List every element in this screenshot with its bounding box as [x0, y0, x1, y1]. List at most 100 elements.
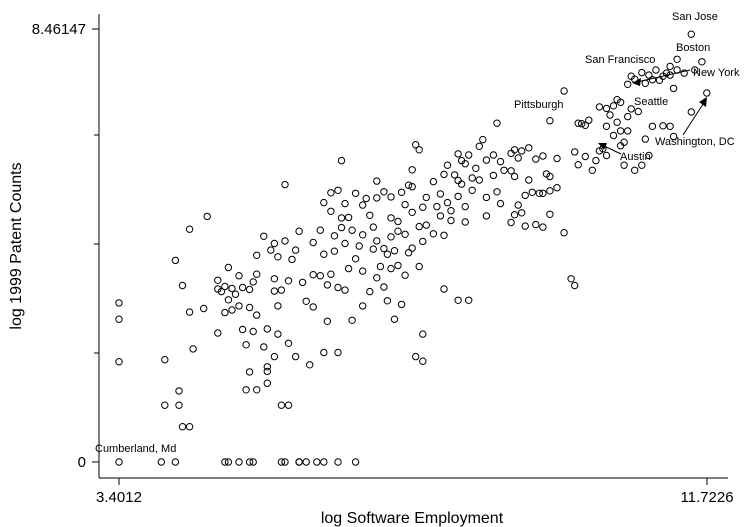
data-point	[616, 142, 625, 150]
data-point	[404, 249, 413, 257]
data-point	[298, 278, 307, 287]
annotation-pittsburgh: Pittsburgh	[514, 99, 564, 111]
x-axis-title: log Software Employment	[321, 510, 504, 527]
data-point	[373, 274, 381, 282]
data-point	[493, 119, 501, 127]
data-point	[415, 222, 423, 231]
data-point	[253, 386, 261, 394]
data-point	[369, 245, 377, 253]
data-point	[115, 299, 123, 307]
data-point	[560, 229, 568, 237]
annotations: San Jose Boston San Francisco New York S…	[95, 11, 740, 455]
data-point	[253, 311, 261, 319]
data-point	[263, 379, 271, 387]
data-point	[415, 262, 423, 271]
data-point	[284, 339, 293, 347]
data-point	[334, 348, 342, 357]
annotation-cumberland: Cumberland, Md	[95, 443, 176, 455]
data-point	[468, 174, 476, 182]
data-point	[404, 181, 413, 189]
data-point	[115, 358, 123, 366]
data-point	[415, 146, 423, 154]
data-point	[648, 76, 657, 84]
data-point	[320, 198, 328, 207]
data-point	[613, 118, 621, 126]
data-point	[620, 161, 628, 169]
data-point	[281, 458, 289, 466]
data-point	[602, 122, 611, 131]
data-point	[687, 108, 695, 116]
data-point	[245, 285, 254, 294]
annotation-boston: Boston	[676, 42, 710, 54]
data-point	[394, 227, 402, 235]
data-point	[291, 246, 300, 254]
data-point	[560, 87, 568, 95]
data-point	[115, 315, 123, 323]
data-point	[341, 239, 349, 248]
data-point	[475, 142, 483, 151]
data-point	[238, 283, 247, 292]
data-point	[574, 119, 582, 127]
data-point	[245, 458, 254, 466]
data-point	[253, 251, 261, 260]
data-point	[401, 200, 409, 209]
data-point	[627, 105, 635, 113]
data-point	[359, 267, 367, 275]
data-point	[401, 230, 409, 239]
data-point	[645, 151, 653, 160]
data-point	[295, 227, 303, 235]
data-point	[330, 232, 339, 240]
arrow-austin-head	[598, 143, 607, 150]
data-point	[253, 270, 261, 278]
data-point	[546, 117, 554, 125]
data-point	[351, 255, 360, 263]
annotation-washington-dc: Washington, DC	[655, 136, 735, 148]
data-point	[175, 401, 183, 409]
data-points	[115, 30, 711, 466]
data-point	[581, 152, 589, 161]
data-point	[433, 202, 441, 211]
data-point	[327, 270, 335, 278]
data-point	[380, 244, 388, 253]
data-point	[397, 188, 406, 197]
data-point	[521, 191, 529, 200]
data-point	[510, 172, 519, 181]
data-point	[161, 356, 169, 364]
data-point	[320, 250, 328, 258]
x-tick-label-left: 3.4012	[96, 489, 142, 506]
data-point	[574, 161, 582, 169]
x-tick-label-right: 11.7226	[680, 489, 733, 506]
data-point	[468, 186, 476, 195]
data-point	[662, 69, 671, 77]
data-point	[341, 199, 349, 208]
annotation-seattle: Seattle	[634, 96, 668, 108]
data-point	[355, 242, 363, 250]
data-point	[383, 250, 392, 258]
data-point	[334, 458, 342, 466]
data-point	[585, 116, 593, 124]
data-point	[309, 303, 317, 311]
data-point	[263, 367, 271, 376]
data-point	[327, 189, 335, 197]
data-point	[302, 297, 310, 305]
data-point	[588, 166, 596, 175]
data-point	[390, 247, 399, 255]
data-point	[429, 230, 438, 238]
data-point	[659, 122, 667, 130]
data-point	[323, 281, 332, 289]
data-point	[461, 202, 469, 211]
data-point	[334, 283, 342, 292]
data-point	[291, 352, 300, 361]
data-point	[457, 156, 466, 165]
data-point	[422, 221, 430, 229]
data-point	[412, 352, 420, 361]
data-point	[419, 203, 427, 211]
data-point	[454, 296, 462, 304]
data-point	[281, 180, 289, 189]
data-point	[518, 209, 526, 217]
data-point	[454, 192, 462, 201]
data-point	[185, 308, 194, 316]
data-point	[408, 166, 416, 174]
data-point	[443, 161, 452, 169]
data-point	[532, 155, 540, 163]
